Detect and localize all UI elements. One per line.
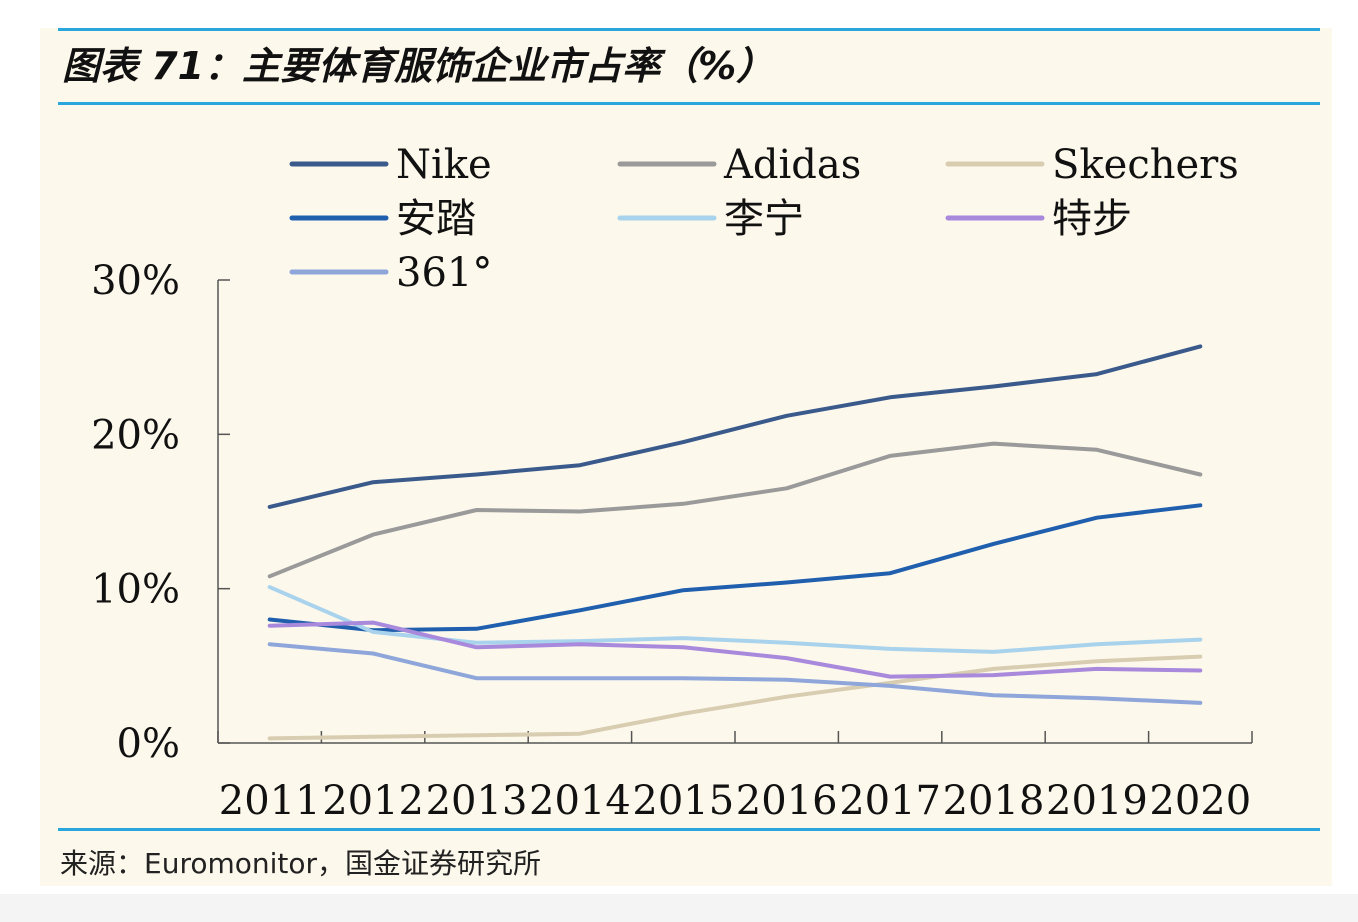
legend-label: 李宁 [724,196,804,242]
source-note: 来源：Euromonitor，国金证券研究所 [60,847,542,880]
series-line [267,620,1203,679]
x-tick-label: 2011 [219,778,321,824]
legend-label: Adidas [723,142,861,188]
series-line [267,441,1203,579]
series-line [267,503,1203,633]
series-line [267,344,1203,509]
x-tick-label: 2020 [1149,778,1251,824]
chart-title: 图表 71：主要体育服饰企业市占率（%） [62,44,775,88]
x-tick-label: 2012 [322,778,424,824]
top-rule [58,28,1320,31]
x-tick-label: 2017 [839,778,941,824]
x-tick-label: 2013 [426,778,528,824]
legend-label: 安踏 [396,196,476,242]
y-tick-label: 20% [91,412,180,458]
page-bottom-band [0,894,1358,922]
legend-label: 361° [396,250,492,296]
y-tick-label: 10% [91,567,180,613]
x-tick-label: 2014 [529,778,631,824]
title-rule [58,102,1320,105]
bottom-rule [58,828,1320,831]
legend-label: 特步 [1052,196,1132,242]
x-tick-label: 2015 [632,778,734,824]
legend: Nike Adidas Skechers 安踏 李宁 特步 361° [289,142,1239,296]
y-tick-label: 30% [91,258,180,304]
x-tick-label: 2019 [1046,778,1148,824]
y-tick-label: 0% [117,721,180,767]
series-line [267,642,1203,705]
axes: 0%10%20%30%2011 2012 2013 2014 2015 2016 2017 2… [91,258,1253,824]
series-lines [267,344,1203,741]
legend-label: Nike [396,142,492,188]
x-tick-label: 2016 [736,778,838,824]
series-line [267,654,1203,741]
x-tick-label: 2018 [943,778,1045,824]
legend-label: Skechers [1052,142,1239,188]
series-line [267,585,1203,654]
